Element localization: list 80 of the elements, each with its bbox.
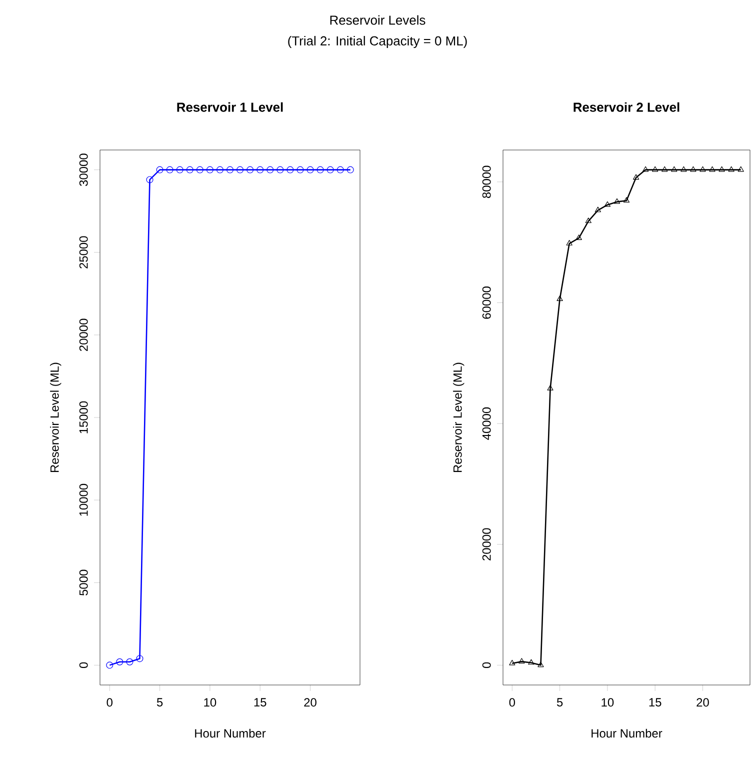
point bbox=[700, 166, 706, 172]
y-tick-label: 80000 bbox=[482, 166, 491, 198]
point bbox=[346, 166, 354, 174]
point bbox=[106, 662, 114, 669]
point bbox=[236, 166, 244, 174]
text: Reservoir Levels bbox=[330, 15, 426, 25]
point bbox=[547, 385, 554, 390]
y-tick-label: 15000 bbox=[79, 401, 88, 434]
chart-title: Reservoir 2 Level bbox=[574, 102, 680, 112]
point bbox=[276, 166, 284, 174]
point bbox=[728, 166, 734, 172]
y-tick-label: 30000 bbox=[79, 154, 88, 186]
x-tick-label: 15 bbox=[254, 698, 266, 707]
point bbox=[326, 166, 334, 174]
point bbox=[518, 658, 525, 664]
x-tick-label: 5 bbox=[556, 698, 563, 707]
point bbox=[176, 166, 184, 174]
point bbox=[709, 166, 716, 172]
point bbox=[538, 662, 544, 668]
point bbox=[738, 166, 744, 172]
point bbox=[206, 166, 214, 174]
chart-title: Reservoir 1 Level bbox=[177, 102, 283, 112]
point bbox=[246, 166, 254, 174]
point bbox=[266, 166, 274, 174]
point bbox=[196, 166, 204, 174]
x-axis-title: Hour Number bbox=[592, 728, 662, 738]
point bbox=[286, 166, 294, 174]
point bbox=[604, 201, 611, 207]
point bbox=[226, 166, 234, 174]
point bbox=[528, 659, 534, 665]
y-tick-label: 10000 bbox=[79, 484, 88, 516]
point bbox=[336, 166, 344, 174]
point bbox=[146, 176, 154, 184]
x-tick-label: 5 bbox=[156, 698, 163, 707]
point bbox=[690, 166, 696, 172]
point bbox=[576, 234, 582, 240]
text: (Trial 2: Initial Capacity = 0 ML) bbox=[288, 36, 467, 48]
y-tick-label: 5000 bbox=[79, 570, 88, 596]
point bbox=[642, 166, 649, 172]
point bbox=[216, 166, 224, 174]
y-tick-label: 0 bbox=[79, 662, 88, 668]
y-tick-label: 0 bbox=[482, 662, 491, 668]
point bbox=[594, 206, 601, 212]
point bbox=[136, 655, 144, 662]
point bbox=[585, 218, 592, 224]
x-tick-label: 10 bbox=[602, 698, 614, 707]
x-axis-title: Hour Number bbox=[195, 728, 266, 738]
point bbox=[556, 296, 563, 301]
point bbox=[566, 240, 572, 246]
point bbox=[623, 197, 630, 203]
y-axis-title: Reservoir Level (ML) bbox=[50, 362, 62, 472]
y-tick-label: 60000 bbox=[482, 286, 491, 319]
y-tick-label: 25000 bbox=[79, 236, 88, 268]
y-tick-label: 40000 bbox=[482, 407, 491, 440]
y-axis-title: Reservoir Level (ML) bbox=[453, 362, 464, 472]
point bbox=[632, 174, 640, 180]
x-tick-label: 15 bbox=[649, 698, 662, 707]
point bbox=[256, 166, 264, 174]
point bbox=[509, 660, 516, 666]
x-tick-label: 0 bbox=[509, 698, 516, 707]
point bbox=[156, 166, 164, 174]
point bbox=[116, 658, 124, 666]
point bbox=[296, 166, 304, 174]
point bbox=[662, 166, 668, 172]
point bbox=[614, 198, 620, 204]
y-tick-label: 20000 bbox=[79, 318, 88, 351]
point bbox=[186, 166, 194, 174]
point bbox=[316, 166, 324, 174]
point bbox=[126, 658, 134, 666]
x-tick-label: 20 bbox=[696, 698, 709, 707]
point bbox=[718, 166, 725, 172]
point bbox=[652, 166, 658, 172]
point bbox=[671, 166, 678, 172]
x-tick-label: 0 bbox=[106, 698, 112, 707]
point bbox=[680, 166, 687, 172]
point bbox=[306, 166, 314, 174]
point bbox=[166, 166, 174, 174]
y-tick-label: 20000 bbox=[482, 528, 491, 560]
x-tick-label: 20 bbox=[304, 698, 316, 707]
x-tick-label: 10 bbox=[204, 698, 216, 707]
